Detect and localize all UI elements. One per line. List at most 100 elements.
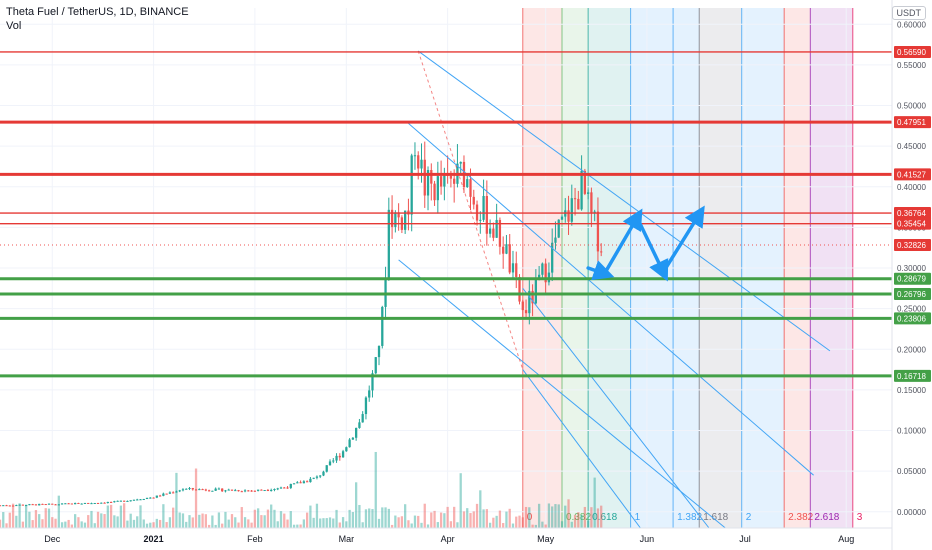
candle-body (11, 505, 15, 507)
volume-bar (590, 507, 593, 528)
volume-bar (214, 524, 217, 528)
candle-body (93, 502, 96, 504)
volume-bar (305, 512, 309, 528)
volume-bar (129, 513, 132, 528)
candle-body (260, 489, 263, 491)
candle-body (207, 490, 211, 492)
price-tag-label: 0.32826 (897, 241, 926, 250)
candle-body (18, 504, 21, 506)
candle-body (430, 170, 433, 184)
price-tag (894, 207, 931, 220)
volume-bar (31, 520, 34, 528)
candle-body (309, 478, 312, 483)
candle-body (296, 482, 299, 484)
candle-body (47, 503, 51, 505)
candle-body (28, 504, 31, 506)
candle-body (83, 502, 87, 504)
volume-bar (413, 515, 417, 528)
volume-bar (106, 505, 109, 528)
candle-body (482, 195, 485, 220)
candle-body (145, 497, 149, 500)
volume-bar (531, 524, 534, 528)
price-tag-label: 0.28679 (897, 275, 926, 284)
candle-body (80, 503, 83, 505)
candle-body (67, 503, 70, 505)
volume-bar (87, 515, 90, 528)
volume-bar (443, 513, 446, 528)
candle-body (204, 489, 207, 491)
volume-bar (227, 519, 230, 528)
volume-bar (328, 517, 332, 528)
channel-line (398, 259, 726, 529)
volume-bar (475, 503, 479, 528)
volume-bar (384, 507, 387, 528)
volume-bar (580, 514, 583, 528)
candle-body (515, 263, 518, 278)
volume-bar (188, 515, 191, 528)
candle-body (358, 422, 361, 428)
candle-body (109, 501, 113, 503)
candle-body (341, 451, 345, 458)
candle-body (590, 192, 593, 213)
volume-bar (534, 524, 537, 528)
volume-bar (175, 472, 178, 528)
x-tick-label: Mar (339, 534, 355, 544)
candle-body (433, 183, 436, 201)
candle-body (534, 277, 537, 304)
price-tag (894, 116, 931, 129)
volume-bar (113, 515, 116, 528)
candle-body (38, 503, 41, 506)
candle-body (90, 503, 93, 505)
candle-body (488, 228, 492, 234)
candle-body (172, 492, 175, 494)
volume-bar (560, 521, 564, 528)
candle-body (492, 228, 495, 238)
candle-body (77, 503, 80, 505)
volume-bar (191, 517, 194, 528)
candle-body (544, 263, 547, 283)
y-tick-label: 0.15000 (897, 386, 926, 395)
volume-bar (152, 522, 155, 528)
volume-bar (404, 504, 407, 528)
candle-body (51, 503, 54, 505)
volume-bar (47, 508, 51, 528)
volume-bar (201, 513, 204, 528)
price-tag-label: 0.26796 (897, 290, 926, 299)
volume-bar (488, 522, 492, 528)
candle-body (165, 493, 168, 495)
candle-body (453, 178, 456, 184)
x-tick-label: May (537, 534, 555, 544)
candle-body (247, 490, 250, 492)
candle-body (217, 488, 221, 490)
volume-bar (211, 515, 214, 528)
volume-bar (492, 517, 495, 528)
candle-body (283, 487, 286, 489)
volume-bar (322, 518, 325, 528)
candle-body (185, 488, 188, 490)
currency-badge[interactable]: USDT (891, 6, 926, 20)
candle-body (351, 437, 355, 440)
candle-body (505, 244, 508, 254)
volume-bar (544, 524, 547, 528)
projection-arrow (635, 215, 669, 282)
volume-bar (449, 521, 453, 528)
volume-bar (77, 517, 80, 528)
volume-bar (155, 518, 158, 528)
volume-bar (260, 515, 263, 528)
candle-body (116, 500, 119, 502)
volume-bar (139, 505, 142, 528)
volume-bar (302, 519, 306, 528)
volume-bar (64, 521, 67, 528)
volume-bar (11, 503, 15, 528)
volume-bar (577, 512, 580, 528)
volume-bar (436, 522, 439, 528)
volume-bar (38, 514, 41, 528)
candle-body (188, 488, 191, 490)
volume-bar (348, 509, 351, 528)
volume-bar (459, 473, 462, 528)
candle-body (2, 505, 5, 507)
candle-body (155, 495, 158, 498)
fib-zone-label: 0 (527, 512, 533, 523)
candle-body (394, 212, 397, 227)
